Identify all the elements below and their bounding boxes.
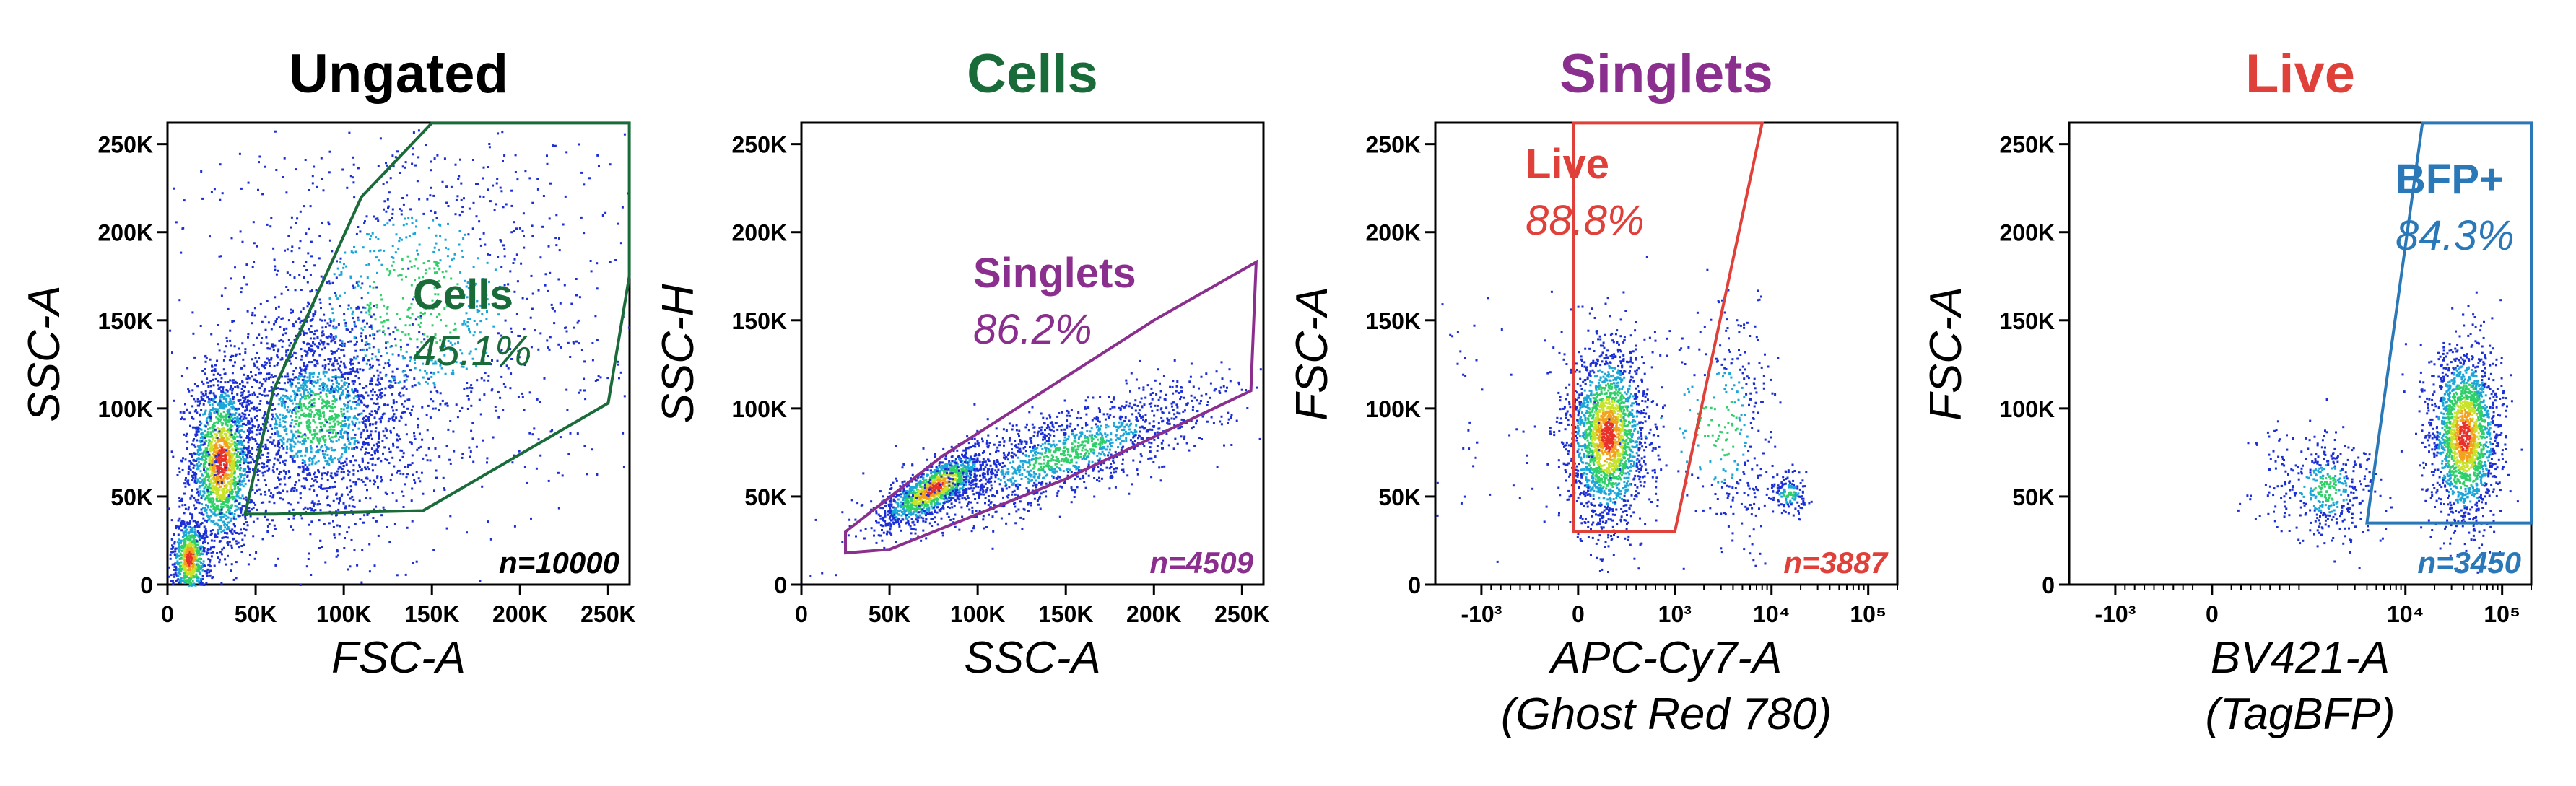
x-tick-label: 50K <box>869 601 911 627</box>
x-tick-label: 10⁵ <box>1850 601 1887 627</box>
plot-title: Cells <box>967 43 1098 105</box>
x-tick-label: 150K <box>1038 601 1094 627</box>
event-count-label: n=3450 <box>2417 546 2521 580</box>
plot-frame <box>800 121 1265 586</box>
gate-percent-label: 88.8% <box>1526 197 1644 244</box>
x-tick-label: 100K <box>950 601 1006 627</box>
y-tick-label: 150K <box>2000 308 2055 334</box>
y-tick-label: 50K <box>110 484 153 510</box>
gate-name-label: Singlets <box>973 250 1136 297</box>
x-tick-label: -10³ <box>2094 601 2136 627</box>
y-axis-label: SSC-A <box>19 285 69 422</box>
y-tick-label: 100K <box>732 396 788 422</box>
y-tick-label: 200K <box>98 220 154 246</box>
plot-title: Live <box>2245 43 2355 105</box>
x-axis-label: FSC-A <box>331 633 466 683</box>
x-axis-label: SSC-A <box>964 633 1100 683</box>
gate-polygon[interactable] <box>2365 121 2533 525</box>
y-tick-label: 100K <box>1366 396 1422 422</box>
x-tick-label: 0 <box>2206 601 2219 627</box>
y-tick-label: 0 <box>774 572 787 598</box>
x-tick-label: 10⁴ <box>1753 601 1790 627</box>
y-tick-label: 150K <box>1366 308 1422 334</box>
x-tick-label: 0 <box>795 601 808 627</box>
event-count-label: n=3887 <box>1783 546 1888 580</box>
plot-panel-2: Cells Singlets 86.2% n=4509 0 50K 100K 150K 200K… <box>653 43 1270 683</box>
x-tick-label: 50K <box>235 601 277 627</box>
y-tick-label: 250K <box>2000 132 2055 158</box>
y-tick-label: 0 <box>2042 572 2055 598</box>
event-count-label: n=4509 <box>1149 546 1253 580</box>
x-tick-label: -10³ <box>1461 601 1502 627</box>
plot-title: Ungated <box>289 43 508 105</box>
x-tick-label: 0 <box>1572 601 1585 627</box>
x-axis-label: BV421-A <box>2211 633 2390 683</box>
y-axis-label: SSC-H <box>653 284 703 423</box>
y-tick-label: 100K <box>98 396 154 422</box>
gate-percent-label: 45.1% <box>413 328 531 375</box>
plot-panel-4: Live BFP+ 84.3% n=3450 0 50K 100K 150K 200K 250K -… <box>1921 43 2533 739</box>
gate-polygon[interactable] <box>1572 121 1765 533</box>
gate-name-label: Cells <box>413 271 513 318</box>
plot-panel-1: Ungated Cells 45.1% n=10000 0 50K 100K 150K 200K… <box>19 43 636 683</box>
y-tick-label: 50K <box>744 484 787 510</box>
plot-frame <box>1434 121 1899 586</box>
x-axis-sublabel: (Ghost Red 780) <box>1501 689 1832 739</box>
x-tick-label: 250K <box>580 601 636 627</box>
x-axis-sublabel: (TagBFP) <box>2205 689 2395 739</box>
x-tick-label: 250K <box>1214 601 1270 627</box>
x-axis-label: APC-Cy7-A <box>1548 633 1782 683</box>
gate-percent-label: 86.2% <box>973 306 1092 353</box>
plot-title: Singlets <box>1559 43 1773 105</box>
y-tick-label: 200K <box>732 220 788 246</box>
x-tick-label: 100K <box>316 601 372 627</box>
y-tick-label: 250K <box>1366 132 1422 158</box>
y-tick-label: 0 <box>1408 572 1421 598</box>
y-axis-label: FSC-A <box>1287 287 1337 421</box>
x-tick-label: 0 <box>161 601 174 627</box>
y-tick-label: 50K <box>1378 484 1421 510</box>
y-axis-label: FSC-A <box>1921 287 1971 421</box>
gate-polygon[interactable] <box>243 121 631 516</box>
gate-name-label: BFP+ <box>2396 156 2504 203</box>
y-tick-label: 100K <box>2000 396 2055 422</box>
y-tick-label: 150K <box>732 308 788 334</box>
x-tick-label: 200K <box>1126 601 1182 627</box>
y-tick-label: 0 <box>140 572 153 598</box>
gate-percent-label: 84.3% <box>2396 212 2514 259</box>
y-tick-label: 50K <box>2012 484 2055 510</box>
x-tick-label: 150K <box>404 601 460 627</box>
gate-polygon[interactable] <box>844 259 1258 555</box>
x-tick-label: 10⁵ <box>2484 601 2520 627</box>
y-tick-label: 150K <box>98 308 154 334</box>
x-tick-label: 10³ <box>1658 601 1692 627</box>
event-dots <box>809 359 1262 577</box>
y-tick-label: 250K <box>732 132 788 158</box>
plot-frame <box>166 121 631 586</box>
y-tick-label: 200K <box>1366 220 1422 246</box>
event-dots <box>1436 256 1813 573</box>
event-dots <box>2237 291 2523 574</box>
x-tick-label: 200K <box>492 601 548 627</box>
x-tick-label: 10⁴ <box>2387 601 2424 627</box>
y-tick-label: 250K <box>98 132 154 158</box>
event-dots <box>167 129 630 587</box>
y-tick-label: 200K <box>2000 220 2055 246</box>
plot-panel-3: Singlets Live 88.8% n=3887 0 50K 100K 150K 200K 2… <box>1287 43 1899 739</box>
gate-name-label: Live <box>1526 141 1609 188</box>
event-count-label: n=10000 <box>499 546 619 580</box>
